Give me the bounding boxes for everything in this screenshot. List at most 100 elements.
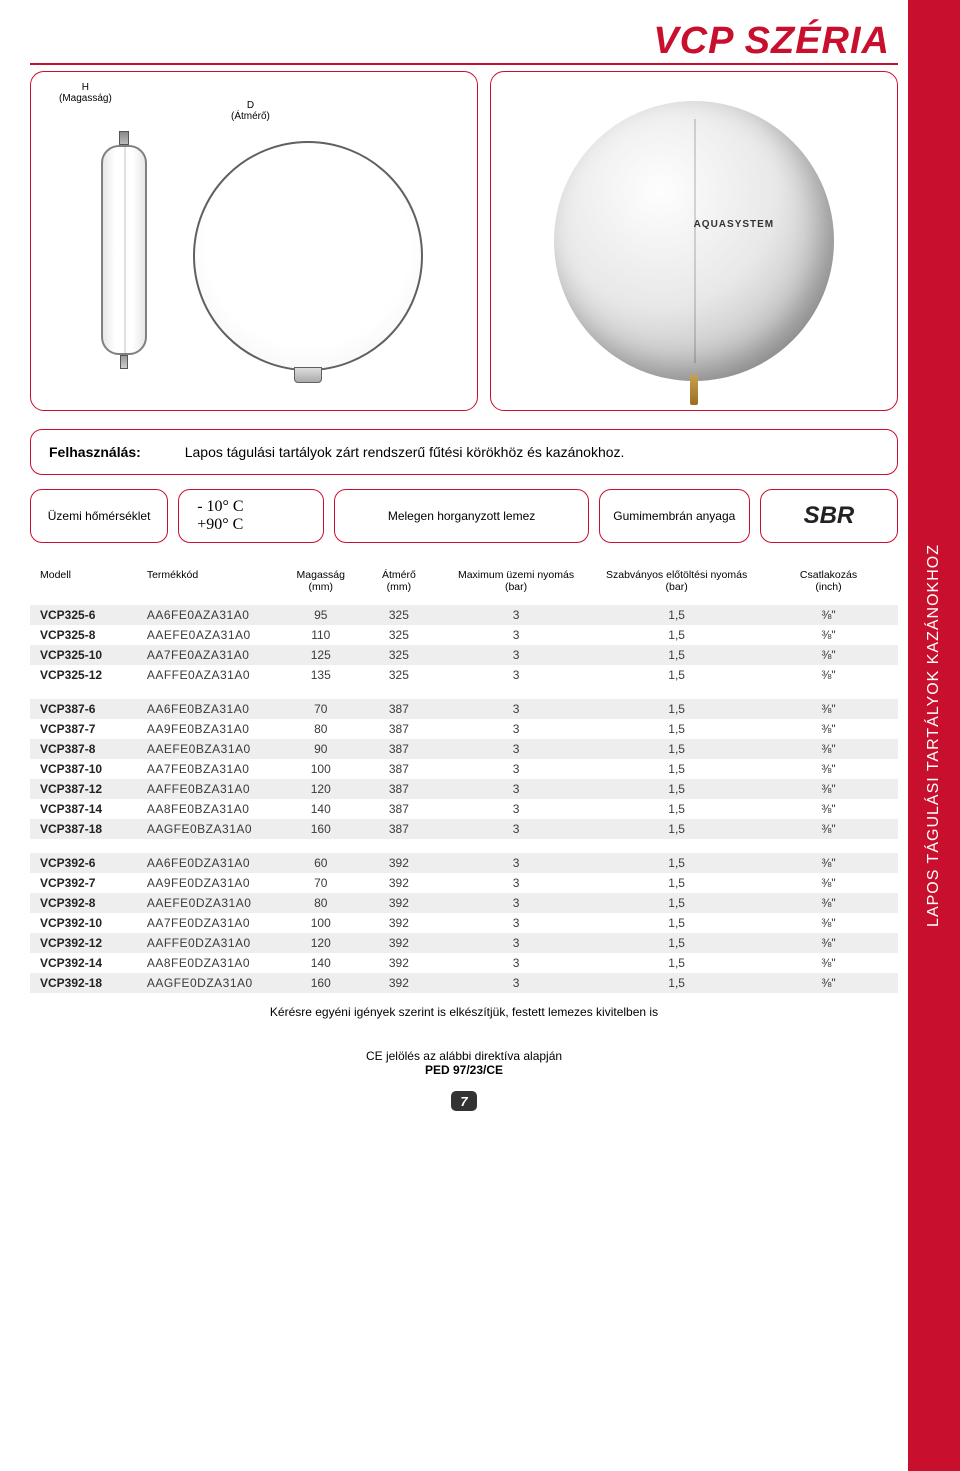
- table-cell-prep: 1,5: [594, 933, 759, 953]
- table-row: VCP325-10AA7FE0AZA31A012532531,5⅜": [30, 645, 898, 665]
- table-cell-code: AAGFE0DZA31A0: [143, 973, 282, 993]
- table-cell-prep: 1,5: [594, 853, 759, 873]
- table-cell-prep: 1,5: [594, 605, 759, 625]
- table-cell-dia: 387: [360, 799, 438, 819]
- table-cell-model: VCP392-14: [30, 953, 143, 973]
- table-row: VCP392-14AA8FE0DZA31A014039231,5⅜": [30, 953, 898, 973]
- table-cell-height: 120: [282, 779, 360, 799]
- page-number-badge: 7: [451, 1091, 477, 1111]
- spec-row: Üzemi hőmérséklet - 10° C +90° C Melegen…: [30, 489, 898, 543]
- table-cell-conn: ⅜": [759, 779, 898, 799]
- table-cell-code: AA7FE0DZA31A0: [143, 913, 282, 933]
- table-cell-conn: ⅜": [759, 799, 898, 819]
- table-cell-maxp: 3: [438, 719, 594, 739]
- front-view-icon: [193, 141, 423, 371]
- table-cell-code: AAFFE0BZA31A0: [143, 779, 282, 799]
- table-cell-maxp: 3: [438, 699, 594, 719]
- table-cell-code: AAEFE0DZA31A0: [143, 893, 282, 913]
- page: VCP SZÉRIA H (Magasság) D (Átmérő): [0, 0, 960, 1471]
- table-cell-dia: 392: [360, 893, 438, 913]
- table-cell-dia: 392: [360, 933, 438, 953]
- table-cell-maxp: 3: [438, 973, 594, 993]
- usage-box: Felhasználás: Lapos tágulási tartályok z…: [30, 429, 898, 475]
- table-cell-height: 70: [282, 873, 360, 893]
- table-cell-prep: 1,5: [594, 873, 759, 893]
- table-cell-maxp: 3: [438, 625, 594, 645]
- product-tube-icon: [690, 375, 698, 405]
- spec-table: ModellTermékkódMagasság(mm)Átmérő(mm)Max…: [30, 563, 898, 993]
- table-cell-maxp: 3: [438, 873, 594, 893]
- table-row: VCP392-10AA7FE0DZA31A010039231,5⅜": [30, 913, 898, 933]
- table-cell-conn: ⅜": [759, 853, 898, 873]
- side-body-icon: [101, 145, 147, 355]
- table-cell-model: VCP387-18: [30, 819, 143, 839]
- table-cell-conn: ⅜": [759, 953, 898, 973]
- table-row: VCP325-8AAEFE0AZA31A011032531,5⅜": [30, 625, 898, 645]
- table-cell-prep: 1,5: [594, 973, 759, 993]
- table-cell-model: VCP392-6: [30, 853, 143, 873]
- table-cell-conn: ⅜": [759, 933, 898, 953]
- table-cell-code: AAFFE0AZA31A0: [143, 665, 282, 685]
- spec-temp-label: Üzemi hőmérséklet: [30, 489, 168, 543]
- page-title: VCP SZÉRIA: [30, 20, 898, 65]
- table-cell-maxp: 3: [438, 953, 594, 973]
- table-row: VCP387-7AA9FE0BZA31A08038731,5⅜": [30, 719, 898, 739]
- table-cell-code: AA6FE0DZA31A0: [143, 853, 282, 873]
- table-cell-height: 140: [282, 953, 360, 973]
- table-cell-maxp: 3: [438, 605, 594, 625]
- table-row: VCP392-12AAFFE0DZA31A012039231,5⅜": [30, 933, 898, 953]
- table-cell-maxp: 3: [438, 933, 594, 953]
- spec-temp-max: +90° C: [197, 516, 243, 534]
- table-cell-code: AA8FE0BZA31A0: [143, 799, 282, 819]
- table-header-height: Magasság(mm): [282, 563, 360, 605]
- table-row: VCP387-12AAFFE0BZA31A012038731,5⅜": [30, 779, 898, 799]
- table-cell-height: 100: [282, 759, 360, 779]
- table-cell-prep: 1,5: [594, 739, 759, 759]
- table-group-spacer: [30, 839, 898, 853]
- table-cell-prep: 1,5: [594, 893, 759, 913]
- table-cell-maxp: 3: [438, 799, 594, 819]
- table-cell-dia: 325: [360, 645, 438, 665]
- spec-sheet: Melegen horganyzott lemez: [334, 489, 588, 543]
- spec-temp-min: - 10° C: [197, 498, 243, 516]
- table-row: VCP387-18AAGFE0BZA31A016038731,5⅜": [30, 819, 898, 839]
- table-cell-prep: 1,5: [594, 779, 759, 799]
- table-cell-maxp: 3: [438, 759, 594, 779]
- table-row: VCP325-6AA6FE0AZA31A09532531,5⅜": [30, 605, 898, 625]
- table-cell-dia: 325: [360, 665, 438, 685]
- table-header-prep: Szabványos előtöltési nyomás(bar): [594, 563, 759, 605]
- table-cell-code: AAEFE0AZA31A0: [143, 625, 282, 645]
- table-cell-code: AA9FE0DZA31A0: [143, 873, 282, 893]
- spec-temp-values: - 10° C +90° C: [178, 489, 324, 543]
- table-cell-model: VCP387-14: [30, 799, 143, 819]
- table-cell-height: 80: [282, 719, 360, 739]
- table-cell-prep: 1,5: [594, 799, 759, 819]
- table-cell-code: AAGFE0BZA31A0: [143, 819, 282, 839]
- table-row: VCP325-12AAFFE0AZA31A013532531,5⅜": [30, 665, 898, 685]
- table-cell-dia: 387: [360, 759, 438, 779]
- table-row: VCP387-10AA7FE0BZA31A010038731,5⅜": [30, 759, 898, 779]
- side-view: [95, 131, 153, 371]
- table-cell-code: AA7FE0AZA31A0: [143, 645, 282, 665]
- table-cell-height: 100: [282, 913, 360, 933]
- ce-block: CE jelölés az alábbi direktíva alapján P…: [30, 1049, 898, 1077]
- table-cell-maxp: 3: [438, 893, 594, 913]
- spec-membrane: Gumimembrán anyaga: [599, 489, 750, 543]
- table-cell-conn: ⅜": [759, 719, 898, 739]
- table-header-maxp: Maximum üzemi nyomás(bar): [438, 563, 594, 605]
- product-brand-label: AQUASYSTEM: [694, 219, 775, 230]
- image-row: H (Magasság) D (Átmérő): [30, 71, 898, 411]
- table-cell-conn: ⅜": [759, 625, 898, 645]
- table-cell-model: VCP392-7: [30, 873, 143, 893]
- table-cell-dia: 392: [360, 913, 438, 933]
- table-cell-code: AA9FE0BZA31A0: [143, 719, 282, 739]
- table-cell-height: 120: [282, 933, 360, 953]
- table-cell-height: 160: [282, 819, 360, 839]
- photo-content: AQUASYSTEM: [491, 72, 897, 410]
- side-tube-icon: [120, 355, 128, 369]
- table-cell-code: AAEFE0BZA31A0: [143, 739, 282, 759]
- table-cell-dia: 387: [360, 819, 438, 839]
- table-cell-height: 70: [282, 699, 360, 719]
- side-valve-icon: [119, 131, 129, 145]
- table-cell-height: 95: [282, 605, 360, 625]
